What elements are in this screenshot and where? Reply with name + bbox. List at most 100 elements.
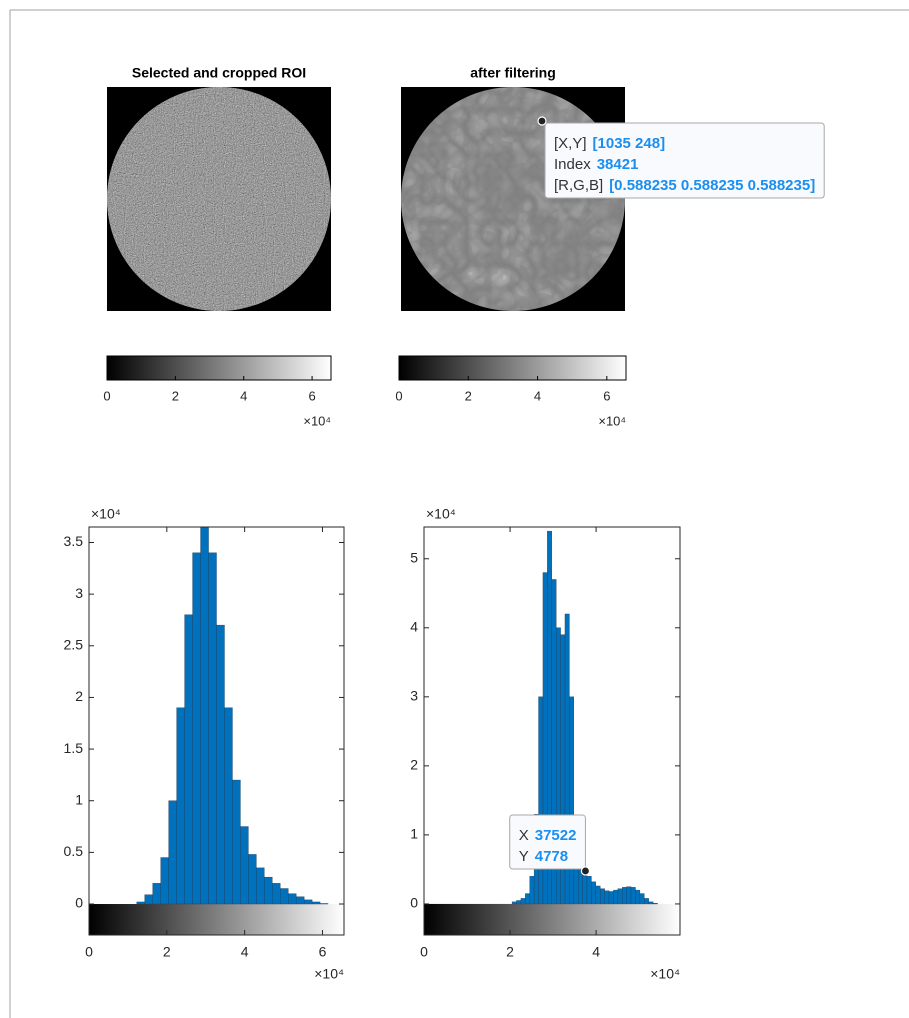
bar <box>136 901 145 905</box>
x-tick-label: 4 <box>241 944 249 960</box>
colorbar-strip <box>424 903 680 935</box>
bar <box>604 890 610 905</box>
bar <box>617 888 623 905</box>
bar <box>608 891 614 905</box>
bar <box>630 887 636 905</box>
x-tick-label: 4 <box>534 388 541 403</box>
x-tick-label: 0 <box>103 388 110 403</box>
bar <box>303 899 313 905</box>
datatip-value: 4778 <box>535 848 568 865</box>
bar <box>595 885 601 905</box>
y-tick-label: 2 <box>410 757 418 773</box>
x-tick-label: 2 <box>172 388 179 403</box>
y-tick-label: 0 <box>410 895 418 911</box>
axes-title: Selected and cropped ROI <box>132 65 306 81</box>
bars <box>136 526 329 905</box>
bar <box>586 876 592 905</box>
datatip-value: [0.588235 0.588235 0.588235] <box>609 177 815 194</box>
bar <box>176 707 185 905</box>
y-tick-label: 3.5 <box>64 533 84 549</box>
image-texture <box>107 87 331 311</box>
axes-title: after filtering <box>470 65 556 81</box>
bar <box>184 614 193 905</box>
datatip-marker <box>580 866 591 876</box>
bar <box>525 893 530 905</box>
bar <box>644 898 649 905</box>
x-tick-label: 2 <box>506 944 514 960</box>
bar <box>248 854 257 905</box>
datatip-label: X <box>519 827 529 844</box>
datatip-label: [R,G,B] <box>554 177 603 194</box>
bar <box>288 893 297 905</box>
bar <box>520 898 526 905</box>
bar <box>635 889 641 905</box>
y-tick-label: 3 <box>75 585 83 601</box>
bar <box>529 876 535 905</box>
bar <box>144 894 153 905</box>
bar <box>224 707 233 905</box>
datatip-value: 38421 <box>597 156 639 173</box>
bar <box>652 903 658 905</box>
bar <box>264 876 273 905</box>
x-tick-label: 6 <box>319 944 327 960</box>
x-tick-label: 4 <box>592 944 600 960</box>
y-tick-label: 3 <box>410 688 418 704</box>
x-tick-label: 0 <box>85 944 93 960</box>
bar <box>232 779 241 905</box>
datatip-label: Y <box>519 848 529 865</box>
x-tick-label: 2 <box>465 388 472 403</box>
bar <box>319 903 329 905</box>
axes-box <box>88 526 345 936</box>
bar <box>272 883 281 905</box>
x-tick-label: 6 <box>603 388 610 403</box>
bar <box>295 896 305 905</box>
axes-layer: Selected and cropped ROI after filtering [… <box>64 65 825 982</box>
bar <box>280 888 289 905</box>
x-tick-label: 0 <box>395 388 402 403</box>
y-tick-label: 1.5 <box>64 740 84 756</box>
bar <box>639 893 645 905</box>
x-multiplier: ×10⁴ <box>598 413 626 428</box>
bar <box>591 881 597 905</box>
y-tick-label: 0 <box>75 895 83 911</box>
bar <box>600 888 605 905</box>
x-multiplier: ×10⁴ <box>314 966 344 982</box>
image-texture <box>401 87 625 311</box>
x-multiplier: ×10⁴ <box>650 966 680 982</box>
x-tick-label: 2 <box>163 944 171 960</box>
bar <box>160 857 169 905</box>
y-tick-label: 4 <box>410 618 418 634</box>
bars <box>511 530 658 905</box>
bar <box>538 696 544 905</box>
y-tick-label: 0.5 <box>64 843 84 859</box>
datatip-box <box>509 814 586 870</box>
bar <box>256 867 265 905</box>
y-multiplier: ×10⁴ <box>91 506 121 522</box>
bar <box>168 800 177 905</box>
y-multiplier: ×10⁴ <box>426 506 456 522</box>
bar <box>192 552 201 905</box>
y-tick-label: 2 <box>75 688 83 704</box>
image <box>107 87 331 311</box>
bar <box>152 883 161 905</box>
y-tick-label: 5 <box>410 549 418 565</box>
bar <box>569 696 574 905</box>
datatip-value: [1035 248] <box>593 135 666 152</box>
bar <box>511 901 517 905</box>
bar <box>613 889 619 905</box>
datatip-value: 37522 <box>535 827 577 844</box>
bar <box>240 826 249 905</box>
bar <box>208 552 217 905</box>
bar <box>622 887 627 905</box>
x-multiplier: ×10⁴ <box>303 413 331 428</box>
bar <box>516 900 522 905</box>
x-tick-label: 6 <box>308 388 315 403</box>
x-tick-label: 0 <box>420 944 428 960</box>
y-tick-label: 1 <box>410 826 418 842</box>
x-tick-label: 4 <box>240 388 247 403</box>
colorbar <box>106 355 332 381</box>
image <box>401 87 625 311</box>
datatip-marker <box>537 116 547 126</box>
